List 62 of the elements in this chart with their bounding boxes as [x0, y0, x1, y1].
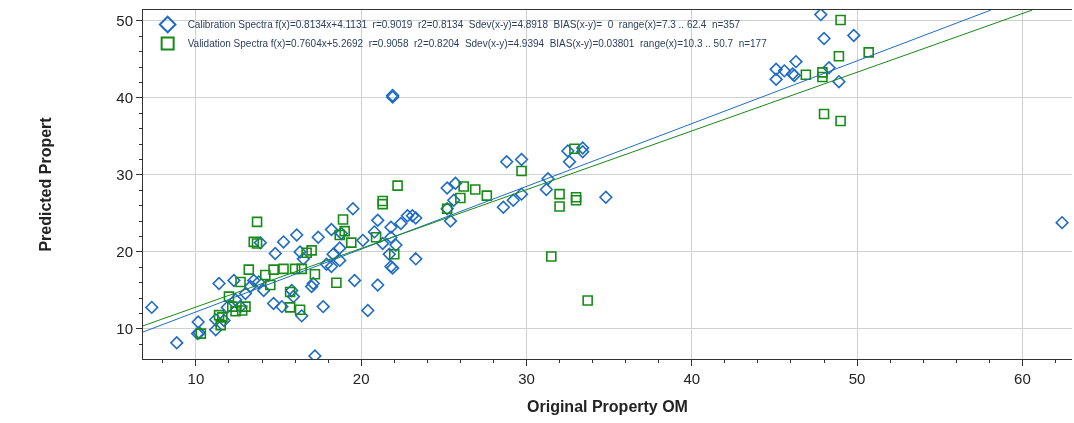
point: [818, 108, 830, 120]
point: [260, 269, 271, 281]
point: [240, 301, 251, 312]
point: [481, 190, 493, 201]
point: [223, 291, 235, 302]
point: [296, 263, 307, 275]
point: [554, 188, 565, 200]
legend-label: Validation Spectra f(x)=0.7604x+5.2692 r=0.9058 r2=0.8204 Sdev(x-y)=4.9394 BIAS(x-y)=0.03801 range(x)=10.3 .. 50.7 n=177: [187, 38, 768, 50]
point: [289, 263, 301, 275]
point: [226, 301, 238, 312]
x-tick-label: 40: [683, 370, 701, 387]
point: [294, 304, 306, 315]
point: [339, 225, 350, 237]
point: [569, 143, 580, 154]
point: [800, 69, 812, 81]
point: [863, 47, 874, 58]
point: [278, 263, 289, 275]
point: [235, 276, 246, 288]
point: [835, 115, 846, 127]
point: [345, 237, 357, 248]
y-tick-label: 20: [116, 243, 133, 261]
point: [582, 295, 593, 306]
y-tick-label: 30: [116, 166, 133, 184]
point: [236, 305, 248, 316]
y-tick-label: 40: [116, 89, 133, 107]
point: [455, 192, 466, 204]
point: [337, 214, 349, 225]
x-tick-label: 20: [352, 370, 370, 387]
point: [213, 309, 225, 321]
x-tick-label: 10: [187, 370, 205, 387]
point: [243, 264, 255, 275]
point: [458, 181, 469, 192]
point: [331, 277, 342, 289]
point: [268, 264, 279, 275]
point: [217, 312, 228, 323]
y-axis-title: Predicted Propert: [37, 116, 55, 252]
x-tick-label: 50: [848, 370, 866, 387]
point: [817, 71, 828, 83]
point: [469, 184, 481, 195]
point: [833, 50, 845, 62]
point: [306, 245, 317, 256]
point: [264, 279, 276, 291]
point: [388, 248, 400, 260]
point: [554, 201, 565, 212]
point: [215, 319, 226, 331]
point: [392, 180, 403, 191]
point: [284, 302, 296, 313]
legend-label: Calibration Spectra f(x)=0.8134x+4.1131 r=0.9019 r2=0.8134 Sdev(x-y)=4.8918 BIAS(x-y)= 0 range(x)=7.3 .. 62.4 n=357: [187, 19, 741, 31]
point: [309, 268, 321, 280]
point: [516, 165, 527, 177]
point: [230, 305, 241, 317]
point: [546, 251, 557, 262]
y-tick-label: 50: [116, 12, 133, 30]
point: [817, 67, 828, 78]
point: [251, 216, 263, 228]
point: [835, 14, 846, 26]
point: [370, 231, 382, 243]
point: [301, 247, 312, 258]
x-axis-title: Original Property OM: [527, 397, 688, 415]
x-tick-label: 60: [1014, 370, 1031, 387]
x-tick-label: 30: [518, 370, 535, 387]
y-tick-label: 10: [116, 320, 133, 338]
